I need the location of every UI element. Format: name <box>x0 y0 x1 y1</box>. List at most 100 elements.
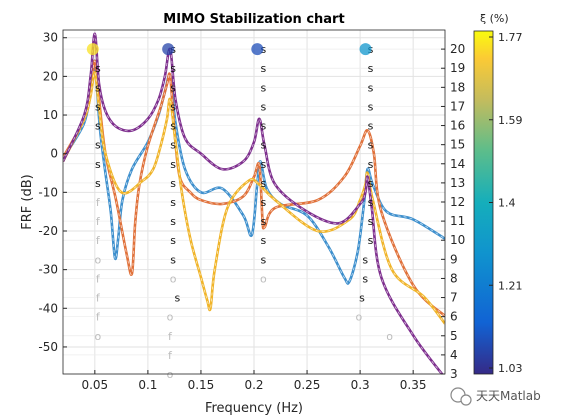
stable-pole-point <box>359 43 372 56</box>
grid-lines <box>63 30 445 375</box>
stability-mark-o: o <box>94 253 101 266</box>
colorbar-label: ξ (%) <box>480 12 509 25</box>
x-tick-label: 0.2 <box>244 378 263 392</box>
chart-title: MIMO Stabilization chart <box>163 12 344 27</box>
frf-curves <box>63 32 445 374</box>
order-tick-label: 18 <box>450 80 465 94</box>
stability-mark-s: s <box>260 215 266 228</box>
x-tick-label: 0.05 <box>81 378 108 392</box>
right-axis-ticks: 3 4 5 6 7 8 9 10 11 12 13 14 15 16 17 18 19 20 <box>441 42 465 381</box>
stability-mark-s: s <box>260 81 266 94</box>
stability-mark-o: o <box>355 311 362 324</box>
x-tick-label: 0.3 <box>351 378 370 392</box>
stability-mark-s: s <box>368 215 374 228</box>
stability-mark-s: s <box>170 196 176 209</box>
order-tick-label: 17 <box>450 99 465 113</box>
stability-mark-s: s <box>368 139 374 152</box>
stability-mark-s: s <box>362 253 368 266</box>
stability-mark-s: s <box>170 100 176 113</box>
y-tick-label: 20 <box>43 69 58 83</box>
stability-mark-f: f <box>96 311 101 324</box>
stability-markers: sssssssfffofffossssssssssssosoffosssssss… <box>94 43 393 381</box>
stability-mark-o: o <box>167 368 174 381</box>
watermark: 天天Matlab <box>450 387 541 406</box>
stability-mark-o: o <box>170 272 177 285</box>
order-tick-label: 4 <box>450 348 458 362</box>
stability-mark-s: s <box>368 196 374 209</box>
stability-mark-s: s <box>170 215 176 228</box>
order-tick-label: 6 <box>450 310 458 324</box>
order-tick-label: 14 <box>450 157 465 171</box>
x-axis-label: Frequency (Hz) <box>205 401 303 416</box>
order-tick-label: 12 <box>450 195 465 209</box>
colorbar-ticks: 1.77 1.59 1.4 1.21 1.03 <box>489 31 523 375</box>
y-tick-label: 30 <box>43 31 58 45</box>
stability-mark-f: f <box>96 234 101 247</box>
stability-mark-s: s <box>95 120 101 133</box>
frf-curve-3-dash <box>63 72 445 324</box>
order-tick-label: 5 <box>450 329 458 343</box>
stability-mark-f: f <box>96 196 101 209</box>
stability-mark-s: s <box>368 234 374 247</box>
frf-curve-4-dash <box>63 33 443 374</box>
colorbar-tick-label: 1.77 <box>498 31 523 44</box>
stability-mark-s: s <box>260 120 266 133</box>
watermark-text: 天天Matlab <box>476 389 541 403</box>
order-tick-label: 20 <box>450 42 465 56</box>
stable-pole-point <box>162 43 175 56</box>
order-tick-label: 9 <box>450 252 458 266</box>
stability-mark-s: s <box>170 120 176 133</box>
stability-mark-f: f <box>168 330 173 343</box>
y-tick-label: -20 <box>38 224 58 238</box>
stable-poles <box>86 43 372 56</box>
x-tick-label: 0.25 <box>294 378 321 392</box>
stability-mark-o: o <box>386 330 393 343</box>
stability-mark-s: s <box>170 62 176 75</box>
stability-mark-s: s <box>260 158 266 171</box>
stability-mark-s: s <box>359 292 365 305</box>
stability-mark-s: s <box>95 158 101 171</box>
colorbar-tick-label: 1.4 <box>498 197 516 210</box>
stability-mark-s: s <box>260 177 266 190</box>
stability-mark-s: s <box>170 81 176 94</box>
stability-mark-s: s <box>260 43 266 56</box>
stability-mark-s: s <box>95 62 101 75</box>
y-tick-label: -50 <box>38 340 58 354</box>
colorbar-tick-label: 1.21 <box>498 279 523 292</box>
stability-mark-s: s <box>368 81 374 94</box>
y-axis-label: FRF (dB) <box>20 174 35 229</box>
stability-mark-s: s <box>368 62 374 75</box>
stability-mark-s: s <box>175 292 181 305</box>
y-tick-label: -40 <box>38 301 58 315</box>
y-tick-label: 0 <box>50 147 58 161</box>
stability-mark-s: s <box>260 100 266 113</box>
stability-mark-o: o <box>167 311 174 324</box>
order-tick-label: 16 <box>450 119 465 133</box>
stability-mark-f: f <box>96 215 101 228</box>
stable-pole-point <box>86 43 99 56</box>
stability-mark-s: s <box>170 253 176 266</box>
stability-mark-s: s <box>170 139 176 152</box>
order-tick-label: 7 <box>450 291 458 305</box>
stability-mark-s: s <box>260 139 266 152</box>
stability-mark-o: o <box>94 330 101 343</box>
stability-mark-f: f <box>96 272 101 285</box>
stability-mark-s: s <box>95 100 101 113</box>
stability-mark-s: s <box>362 272 368 285</box>
stability-mark-s: s <box>260 253 266 266</box>
x-tick-label: 0.15 <box>188 378 215 392</box>
stability-mark-s: s <box>260 196 266 209</box>
order-tick-label: 11 <box>450 214 465 228</box>
stability-mark-s: s <box>260 234 266 247</box>
order-tick-label: 19 <box>450 61 465 75</box>
order-tick-label: 3 <box>450 367 458 381</box>
order-tick-label: 10 <box>450 233 465 247</box>
order-tick-label: 8 <box>450 271 458 285</box>
stability-mark-s: s <box>368 177 374 190</box>
x-axis-ticks: 0.05 0.1 0.15 0.2 0.25 0.3 0.35 <box>81 370 427 392</box>
y-tick-label: -30 <box>38 263 58 277</box>
stability-mark-s: s <box>368 158 374 171</box>
stable-pole-point <box>251 43 264 56</box>
stability-mark-s: s <box>260 62 266 75</box>
stability-mark-s: s <box>368 120 374 133</box>
